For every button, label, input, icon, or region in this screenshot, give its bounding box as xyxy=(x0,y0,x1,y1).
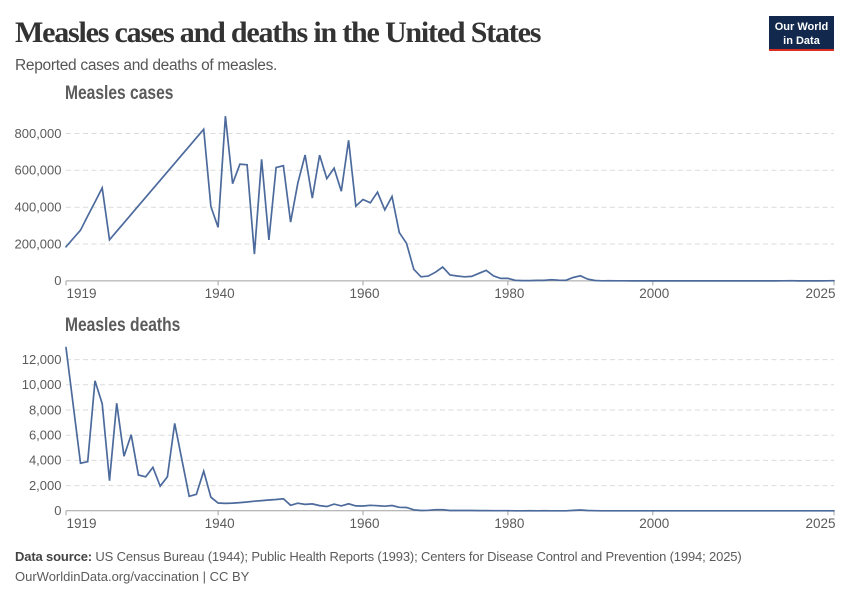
svg-text:200,000: 200,000 xyxy=(15,236,62,251)
svg-text:1940: 1940 xyxy=(205,516,235,531)
svg-text:1919: 1919 xyxy=(67,286,97,301)
svg-text:1960: 1960 xyxy=(349,516,379,531)
svg-text:2000: 2000 xyxy=(639,286,669,301)
svg-text:2025: 2025 xyxy=(805,286,835,301)
svg-text:0: 0 xyxy=(54,503,61,518)
svg-text:1960: 1960 xyxy=(349,286,379,301)
svg-text:2,000: 2,000 xyxy=(29,478,62,493)
svg-text:800,000: 800,000 xyxy=(15,126,62,141)
svg-text:1980: 1980 xyxy=(494,516,524,531)
svg-text:10,000: 10,000 xyxy=(22,377,62,392)
svg-text:8,000: 8,000 xyxy=(29,402,62,417)
svg-text:400,000: 400,000 xyxy=(15,200,62,215)
svg-text:12,000: 12,000 xyxy=(22,352,62,367)
svg-text:0: 0 xyxy=(54,273,61,288)
svg-text:1940: 1940 xyxy=(205,286,235,301)
svg-text:2000: 2000 xyxy=(639,516,669,531)
svg-text:4,000: 4,000 xyxy=(29,453,62,468)
svg-text:600,000: 600,000 xyxy=(15,163,62,178)
svg-text:6,000: 6,000 xyxy=(29,428,62,443)
svg-text:2025: 2025 xyxy=(805,516,835,531)
svg-text:1980: 1980 xyxy=(494,286,524,301)
svg-text:1919: 1919 xyxy=(67,516,97,531)
